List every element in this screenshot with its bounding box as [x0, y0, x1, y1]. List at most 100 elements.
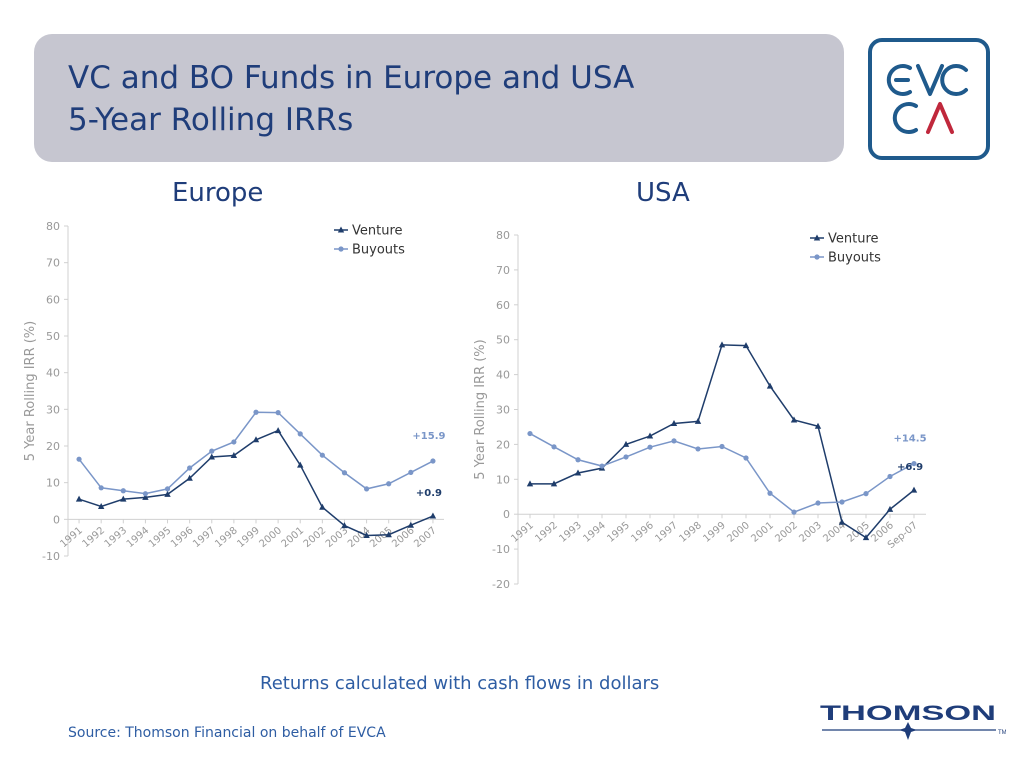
usa-y-tick-label: -10 [492, 543, 510, 556]
europe-x-tick-label: 1998 [213, 525, 240, 550]
usa-x-tick-label: 1994 [581, 520, 608, 545]
usa-buyouts-legend-marker [814, 254, 820, 260]
europe-x-tick-label: 2001 [280, 525, 307, 550]
usa-panel-title: USA [636, 178, 690, 208]
europe-irr-chart: -10 0 10 20 30 40 50 60 70 80 19911992199319941995… [23, 220, 446, 563]
usa-venture-point [910, 486, 918, 493]
usa-venture-line [530, 344, 915, 539]
europe-venture-legend-label: Venture [352, 224, 403, 239]
usa-buyouts-point [791, 509, 797, 515]
europe-x-tick-label: 2005 [368, 525, 395, 550]
europe-y-tick-label: -10 [42, 550, 60, 563]
thomson-logo: THOMSON TM [820, 702, 1006, 740]
usa-buyouts-point [623, 454, 629, 460]
europe-venture-point [208, 453, 215, 460]
usa-x-tick-label: 2002 [773, 520, 800, 545]
europe-venture-point [142, 493, 149, 500]
europe-buyouts-legend-label: Buyouts [352, 243, 405, 258]
usa-buyouts-point [527, 430, 533, 437]
europe-buyouts-point [297, 431, 303, 437]
europe-buyouts-point [76, 456, 82, 462]
usa-buyouts-point [815, 500, 821, 506]
star-icon [899, 722, 917, 740]
europe-y-tick-label: 20 [46, 440, 60, 453]
usa-buyouts-point [839, 499, 845, 505]
europe-y-tick-label: 10 [46, 477, 60, 490]
europe-buyouts-legend-marker [338, 246, 344, 252]
usa-y-tick-label: 50 [496, 334, 510, 347]
usa-venture-point [718, 341, 726, 348]
usa-venture-point [646, 432, 654, 439]
europe-buyouts-point [386, 481, 392, 487]
europe-buyouts-point [363, 486, 370, 492]
europe-buyouts-point [209, 448, 215, 454]
europe-venture-point [274, 427, 282, 434]
europe-buyouts-point [142, 491, 149, 497]
usa-x-tick-label: 1996 [629, 520, 656, 545]
usa-y-tick-label: 20 [496, 438, 510, 451]
usa-venture-point [766, 382, 774, 389]
usa-buyouts-point [887, 473, 893, 480]
usa-x-tick-label: 1991 [509, 520, 536, 545]
usa-venture-point [742, 342, 750, 349]
usa-buyouts-point [671, 438, 677, 444]
europe-y-tick-label: 0 [53, 513, 60, 526]
usa-y-tick-label: 40 [496, 369, 510, 382]
europe-x-tick-label: 2000 [257, 525, 284, 550]
europe-venture-point [407, 521, 415, 528]
europe-venture-point [230, 452, 238, 459]
usa-y-tick-label: 80 [496, 229, 510, 242]
usa-venture-legend-marker [813, 234, 821, 241]
usa-buyouts-point [767, 490, 773, 496]
europe-buyouts-point [275, 410, 281, 416]
europe-venture-point [297, 461, 304, 468]
europe-x-tick-label: 1992 [81, 525, 108, 550]
europe-venture-point [385, 531, 392, 538]
usa-venture-point [886, 505, 894, 512]
europe-venture-point [429, 512, 437, 519]
europe-x-tick-label: 1999 [235, 525, 262, 550]
usa-venture-point [622, 440, 630, 447]
usa-venture-end-label: +6.9 [897, 462, 923, 473]
usa-buyouts-legend-label: Buyouts [828, 251, 881, 266]
usa-irr-chart: -20-100102030405060708019911992199319941… [473, 229, 927, 591]
usa-y-tick-label: 10 [496, 473, 510, 486]
europe-venture-legend-marker [337, 226, 345, 233]
europe-venture-point [252, 436, 260, 443]
usa-x-tick-label: 1997 [653, 520, 680, 545]
usa-venture-point [814, 422, 822, 429]
europe-buyouts-point [164, 486, 171, 492]
thomson-brand: THOMSON [820, 702, 996, 725]
usa-buyouts-point [551, 444, 557, 450]
europe-venture-point [75, 495, 83, 502]
usa-venture-point [574, 469, 582, 476]
usa-buyouts-end-label: +14.5 [893, 434, 926, 445]
usa-x-tick-label: 1998 [677, 520, 704, 545]
usa-buyouts-point [863, 491, 869, 497]
usa-venture-point [838, 518, 846, 525]
europe-buyouts-point [98, 485, 104, 491]
usa-buyouts-point [695, 446, 701, 452]
europe-buyouts-point [319, 452, 325, 458]
usa-venture-legend-label: Venture [828, 232, 879, 247]
europe-y-tick-label: 40 [46, 367, 60, 380]
europe-venture-end-label: +0.9 [416, 488, 442, 499]
europe-y-tick-label: 50 [46, 330, 60, 343]
usa-venture-point [550, 480, 558, 487]
usa-venture-point [790, 416, 798, 423]
europe-venture-point [186, 474, 193, 481]
europe-buyouts-point [408, 469, 414, 475]
usa-buyouts-point [575, 457, 581, 463]
europe-y-axis-label: 5 Year Rolling IRR (%) [23, 321, 38, 461]
europe-venture-point [319, 503, 326, 510]
trademark-mark: TM [998, 730, 1006, 736]
usa-venture-point [862, 534, 870, 541]
usa-y-tick-label: 70 [496, 264, 510, 277]
usa-buyouts-point [599, 463, 605, 469]
slide-title: VC and BO Funds in Europe and USA [68, 60, 635, 96]
europe-y-tick-label: 30 [46, 403, 60, 416]
europe-x-tick-label: 2007 [412, 525, 439, 550]
usa-x-tick-label: 2003 [797, 520, 824, 545]
usa-x-tick-label: 1995 [605, 520, 632, 545]
europe-x-tick-label: 1994 [125, 525, 152, 550]
